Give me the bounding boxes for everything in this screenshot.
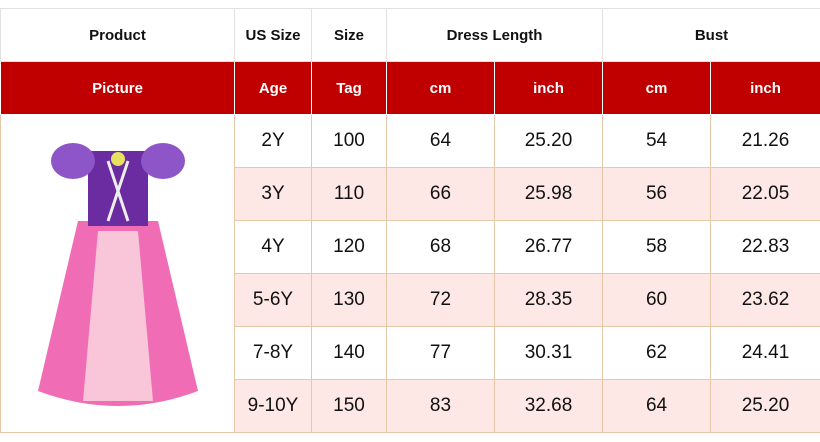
header-product: Product [0,8,235,62]
cell-age: 5-6Y [234,273,312,327]
header-bust: Bust [602,8,820,62]
table-row: 5-6Y 130 72 28.35 60 23.62 [1,273,820,327]
cell-bust-inch: 24.41 [710,326,820,380]
header-tag: Tag [311,61,387,115]
cell-bust-cm: 56 [602,167,712,221]
table-row: 9-10Y 150 83 32.68 64 25.20 [1,379,820,433]
cell-tag: 120 [311,220,387,274]
header-length-cm: cm [386,61,495,115]
cell-bust-inch: 22.83 [710,220,820,274]
header-row-2: Picture Age Tag cm inch cm inch [0,61,820,115]
cell-bust-cm: 54 [602,114,712,168]
cell-bust-cm: 60 [602,273,712,327]
header-length-inch: inch [493,61,604,115]
cell-length-inch: 30.31 [493,326,604,380]
cell-length-cm: 68 [386,220,495,274]
cell-age: 3Y [234,167,312,221]
table-row: 4Y 120 68 26.77 58 22.83 [1,220,820,274]
header-picture: Picture [0,61,235,115]
cell-length-cm: 83 [386,379,495,433]
dress-image [37,142,198,406]
cell-bust-inch: 23.62 [710,273,820,327]
cell-bust-inch: 22.05 [710,167,820,221]
cell-length-inch: 28.35 [493,273,604,327]
cell-length-inch: 32.68 [493,379,604,433]
cell-length-cm: 66 [386,167,495,221]
cell-length-cm: 64 [386,114,495,168]
cell-length-cm: 77 [386,326,495,380]
header-age: Age [234,61,312,115]
cell-length-inch: 26.77 [493,220,604,274]
cell-bust-inch: 25.20 [710,379,820,433]
cell-age: 2Y [234,114,312,168]
dress-picture [0,114,235,433]
header-row-1: Product US Size Size Dress Length Bust [0,8,820,62]
cell-length-inch: 25.98 [493,167,604,221]
size-chart-table: Product US Size Size Dress Length Bust P… [0,8,820,433]
cell-tag: 100 [311,114,387,168]
table-row: 3Y 110 66 25.98 56 22.05 [1,167,820,221]
cell-bust-cm: 58 [602,220,712,274]
cell-bust-inch: 21.26 [710,114,820,168]
cell-bust-cm: 62 [602,326,712,380]
cell-length-inch: 25.20 [493,114,604,168]
table-row: 2Y 100 64 25.20 54 21.26 [0,114,820,433]
cell-age: 4Y [234,220,312,274]
cell-bust-cm: 64 [602,379,712,433]
cell-tag: 140 [311,326,387,380]
cell-length-cm: 72 [386,273,495,327]
header-us-size: US Size [234,8,312,62]
cell-age: 7-8Y [234,326,312,380]
header-size: Size [311,8,387,62]
header-bust-cm: cm [602,61,712,115]
cell-tag: 150 [311,379,387,433]
header-dress-length: Dress Length [385,8,604,62]
cell-tag: 110 [311,167,387,221]
header-bust-inch: inch [710,61,820,115]
cell-age: 9-10Y [234,379,312,433]
cell-tag: 130 [311,273,387,327]
